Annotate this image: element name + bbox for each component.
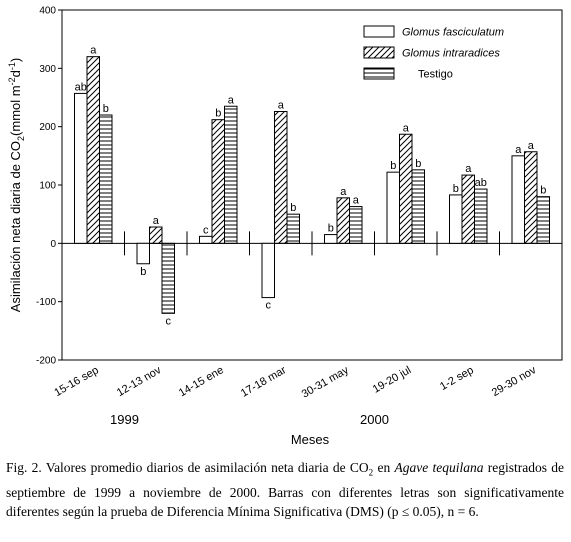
bars [74, 56, 550, 314]
bar [136, 242, 150, 265]
x-tick-label: 30-31 may [300, 364, 351, 401]
bar [536, 196, 550, 244]
bar-letter: a [278, 100, 285, 112]
figure-caption: Fig. 2. Valores promedio diarios de asim… [6, 458, 564, 521]
year-label: 1999 [110, 412, 139, 427]
bar-letter: b [103, 103, 109, 115]
bar [386, 171, 400, 244]
y-tick-label: 100 [39, 181, 56, 192]
bar [74, 92, 88, 244]
x-tick-label: 29-30 nov [490, 364, 539, 399]
caption-subscript: 2 [368, 467, 374, 478]
bar-letter: b [215, 108, 221, 120]
bar [324, 234, 338, 244]
bar [149, 226, 163, 244]
bar-letter: b [415, 158, 421, 170]
bar-letter: a [353, 195, 360, 207]
legend: Glomus fasciculatum Glomus intraradices Te… [363, 25, 504, 81]
bar-letter: b [453, 183, 459, 195]
y-axis-label: Asimilación neta diaria de CO2(mmol m-2d… [7, 58, 26, 312]
y-tick-label: -200 [36, 356, 56, 367]
caption-middle: en [373, 460, 395, 475]
y-tick-label: -100 [36, 297, 56, 308]
bar-letter: a [403, 122, 410, 134]
bar-letter: a [515, 144, 522, 156]
bar [261, 242, 275, 299]
bar [211, 119, 225, 244]
bar [286, 213, 300, 244]
year-label: 2000 [360, 412, 389, 427]
bar [349, 206, 363, 244]
y-tick-label: 300 [39, 64, 56, 75]
bar [399, 133, 413, 244]
bar [449, 194, 463, 244]
x-tick-label: 19-20 jul [371, 364, 414, 395]
bar [511, 155, 525, 244]
caption-rest: registrados de septiembre de 1999 a novi… [6, 460, 564, 519]
legend-label: Testigo [418, 69, 453, 81]
bar-letter: c [166, 315, 172, 327]
bar [336, 197, 350, 244]
legend-label: Glomus fasciculatum [402, 27, 504, 39]
bar-letter: a [228, 94, 235, 106]
bar-letter: b [328, 223, 334, 235]
bar [524, 151, 538, 244]
bar-letter: ab [75, 81, 87, 93]
bar-letter: a [153, 215, 160, 227]
bar [86, 56, 100, 244]
bar [224, 105, 238, 244]
y-tick-label: 0 [50, 239, 56, 250]
x-tick-label: 1-2 sep [438, 364, 476, 393]
bar [274, 111, 288, 244]
bar-letter: c [203, 224, 209, 236]
bar [461, 174, 475, 244]
caption-prefix: Fig. 2. Valores promedio diarios de asim… [6, 460, 369, 475]
bar-letter: a [90, 45, 97, 57]
bar-letter: a [340, 186, 347, 198]
x-tick-label: 12-13 nov [115, 364, 164, 399]
bar-letter: a [465, 163, 472, 175]
bar-letter: ab [475, 177, 487, 189]
bar [199, 235, 213, 244]
legend-label: Glomus intraradices [402, 48, 500, 60]
legend-swatch [363, 67, 395, 80]
y-tick-label: 200 [39, 122, 56, 133]
bar-letter: b [390, 160, 396, 172]
bar-letter: a [528, 140, 535, 152]
plot-area [61, 9, 563, 361]
bar-letter: b [290, 202, 296, 214]
bar [411, 169, 425, 244]
x-tick-label: 17-18 mar [239, 364, 289, 400]
caption-species: Agave tequilana [394, 460, 484, 475]
bar-letter: b [140, 266, 146, 278]
x-tick-label: 15-16 sep [52, 364, 100, 399]
x-axis-label: Meses [291, 432, 330, 447]
plot-frame [61, 9, 563, 361]
legend-swatch [363, 25, 395, 38]
bar [474, 188, 488, 244]
y-tick-label: 400 [39, 6, 56, 17]
bar [99, 114, 113, 244]
bar-letter: b [540, 185, 546, 197]
bar-letter: c [266, 300, 272, 312]
bar [161, 242, 175, 314]
x-tick-label: 14-15 ene [177, 364, 226, 399]
legend-swatch [363, 46, 395, 59]
